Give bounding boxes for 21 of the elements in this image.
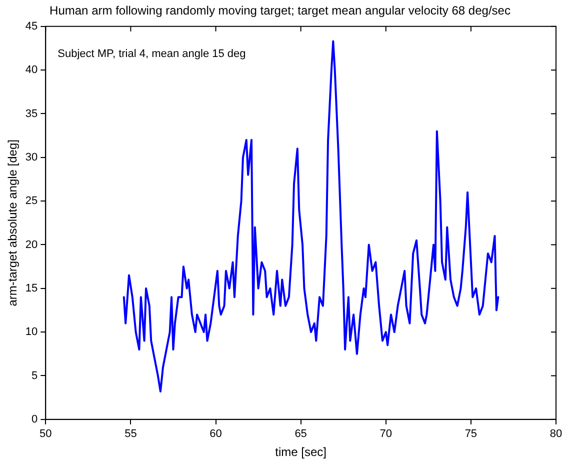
x-tick-label: 60 — [210, 428, 222, 440]
x-tick-label: 50 — [40, 428, 52, 440]
y-tick-label: 0 — [32, 413, 38, 426]
y-tick-label: 10 — [25, 326, 38, 338]
y-tick-label: 15 — [25, 282, 38, 294]
y-tick-label: 35 — [25, 108, 38, 120]
x-tick-label: 70 — [380, 428, 392, 440]
x-tick-label: 55 — [124, 428, 137, 440]
y-tick-label: 45 — [25, 20, 38, 32]
chart-title: Human arm following randomly moving target; target mean angular velocity 68 deg/sec — [50, 4, 510, 18]
x-tick-label: 65 — [294, 428, 307, 440]
y-tick-label: 30 — [25, 151, 38, 164]
x-tick-label: 75 — [464, 428, 478, 440]
y-tick-label: 40 — [25, 64, 38, 76]
y-tick-label: 5 — [32, 370, 38, 382]
y-axis-title: arm-target absolute angle [deg] — [6, 140, 20, 306]
x-axis-title: time [sec] — [275, 445, 326, 460]
annotation: Subject MP, trial 4, mean angle 15 deg — [58, 48, 246, 60]
x-tick-label: 80 — [550, 428, 562, 440]
y-tick-label: 25 — [25, 195, 38, 208]
y-tick-label: 20 — [25, 238, 38, 251]
